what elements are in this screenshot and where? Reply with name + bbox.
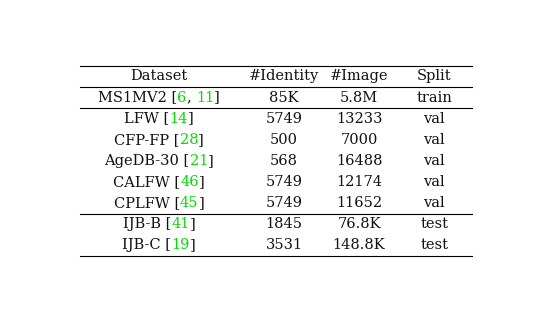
Text: 13233: 13233 [336, 112, 383, 126]
Text: 7000: 7000 [341, 133, 378, 147]
Text: Split: Split [417, 69, 451, 83]
Text: 76.8K: 76.8K [337, 217, 381, 231]
Text: train: train [416, 91, 452, 104]
Text: 41: 41 [171, 217, 189, 231]
Text: test: test [420, 238, 448, 252]
Text: val: val [423, 112, 445, 126]
Text: 14: 14 [169, 112, 188, 126]
Text: ]: ] [190, 238, 195, 252]
Text: 568: 568 [270, 154, 298, 168]
Text: 5.8M: 5.8M [340, 91, 378, 104]
Text: val: val [423, 133, 445, 147]
Text: val: val [423, 196, 445, 210]
Text: Dataset: Dataset [130, 69, 188, 83]
Text: 6: 6 [177, 91, 187, 104]
Text: ]: ] [189, 217, 195, 231]
Text: ]: ] [208, 154, 214, 168]
Text: IJB-C [: IJB-C [ [123, 238, 172, 252]
Text: val: val [423, 175, 445, 189]
Text: AgeDB-30 [: AgeDB-30 [ [104, 154, 189, 168]
Text: 16488: 16488 [336, 154, 383, 168]
Text: ,: , [187, 91, 196, 104]
Text: 3531: 3531 [265, 238, 303, 252]
Text: ]: ] [214, 91, 220, 104]
Text: 12174: 12174 [336, 175, 382, 189]
Text: 45: 45 [180, 196, 199, 210]
Text: 21: 21 [189, 154, 208, 168]
Text: test: test [420, 217, 448, 231]
Text: ]: ] [198, 133, 204, 147]
Text: ]: ] [188, 112, 194, 126]
Text: 28: 28 [180, 133, 198, 147]
Text: ]: ] [199, 196, 204, 210]
Text: #Image: #Image [330, 69, 388, 83]
Text: 11: 11 [196, 91, 214, 104]
Text: 19: 19 [172, 238, 190, 252]
Text: 85K: 85K [269, 91, 299, 104]
Text: LFW [: LFW [ [124, 112, 169, 126]
Text: 500: 500 [270, 133, 298, 147]
Text: 46: 46 [180, 175, 199, 189]
Text: CFP-FP [: CFP-FP [ [114, 133, 180, 147]
Text: 1845: 1845 [266, 217, 302, 231]
Text: CPLFW [: CPLFW [ [114, 196, 180, 210]
Text: 5749: 5749 [266, 175, 302, 189]
Text: val: val [423, 154, 445, 168]
Text: 5749: 5749 [266, 196, 302, 210]
Text: 11652: 11652 [336, 196, 382, 210]
Text: CALFW [: CALFW [ [113, 175, 180, 189]
Text: #Identity: #Identity [249, 69, 319, 83]
Text: IJB-B [: IJB-B [ [123, 217, 171, 231]
Text: 5749: 5749 [266, 112, 302, 126]
Text: ]: ] [199, 175, 205, 189]
Text: MS1MV2 [: MS1MV2 [ [98, 91, 177, 104]
Text: 148.8K: 148.8K [332, 238, 386, 252]
